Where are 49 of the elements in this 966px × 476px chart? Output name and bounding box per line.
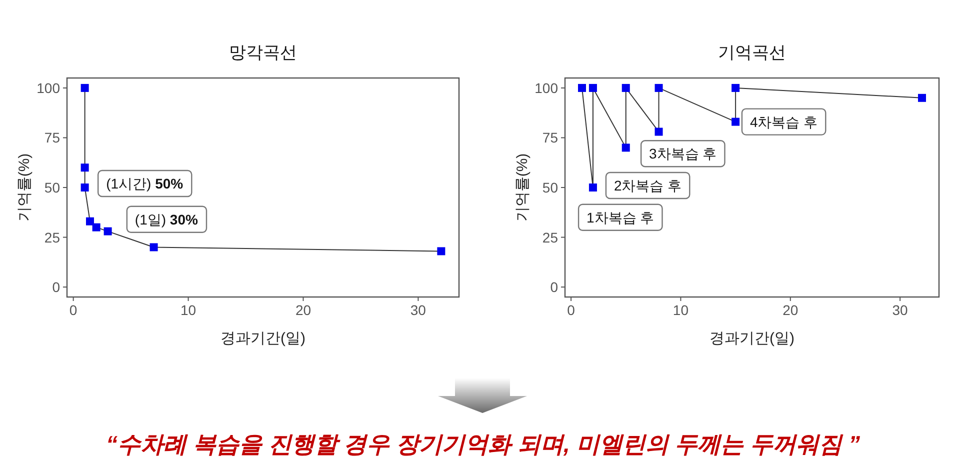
text: “수차례 복습을 진행할 경우 장기기억화 되며, 미엘린의 두께는 두꺼워짐 ” [106,431,860,457]
point [588,84,597,92]
point [86,217,94,226]
y-tick-label: 75 [542,130,558,146]
point [732,118,740,126]
point [80,84,89,92]
y-tick-label: 75 [44,130,60,146]
x-axis-title: 경과기간(일) [710,330,794,347]
annotation: (1일) 30% [134,211,198,228]
annotation: 3차복습 후 [649,146,717,162]
chart-title: 기억곡선 [718,43,786,62]
annotation: 1차복습 후 [586,209,654,226]
y-tick-label: 50 [44,180,60,196]
y-tick-label: 0 [52,279,60,296]
point [622,84,630,92]
x-tick-label: 30 [410,302,426,318]
point [92,223,100,232]
x-tick-label: 0 [69,302,78,318]
point [437,247,446,256]
x-tick-label: 10 [180,302,196,318]
x-tick-label: 10 [672,302,689,318]
point [588,184,597,192]
y-tick-label: 0 [550,279,558,296]
point [622,144,630,152]
point [654,128,663,136]
point [654,84,663,92]
x-tick-label: 20 [295,302,312,318]
chart-title: 망각곡선 [229,43,297,62]
point [918,94,926,102]
y-tick-label: 50 [542,180,558,196]
point [578,84,586,92]
annotation: (1시간) 50% [106,176,184,192]
x-tick-label: 30 [892,302,908,318]
x-tick-label: 20 [782,302,798,318]
point [80,184,89,192]
y-tick-label: 25 [542,229,558,246]
x-axis-title: 경과기간(일) [220,330,306,347]
y-tick-label: 25 [44,229,60,246]
point [80,164,89,172]
y-axis-title: 기억률(%) [514,153,531,222]
point [150,243,158,252]
y-tick-label: 100 [534,80,558,96]
y-axis-title: 기억률(%) [16,153,33,222]
annotation: 4차복습 후 [750,114,818,130]
annotation: 2차복습 후 [614,178,682,194]
point [732,84,740,92]
point [104,227,112,236]
y-tick-label: 100 [36,80,60,96]
x-tick-label: 0 [567,302,576,318]
